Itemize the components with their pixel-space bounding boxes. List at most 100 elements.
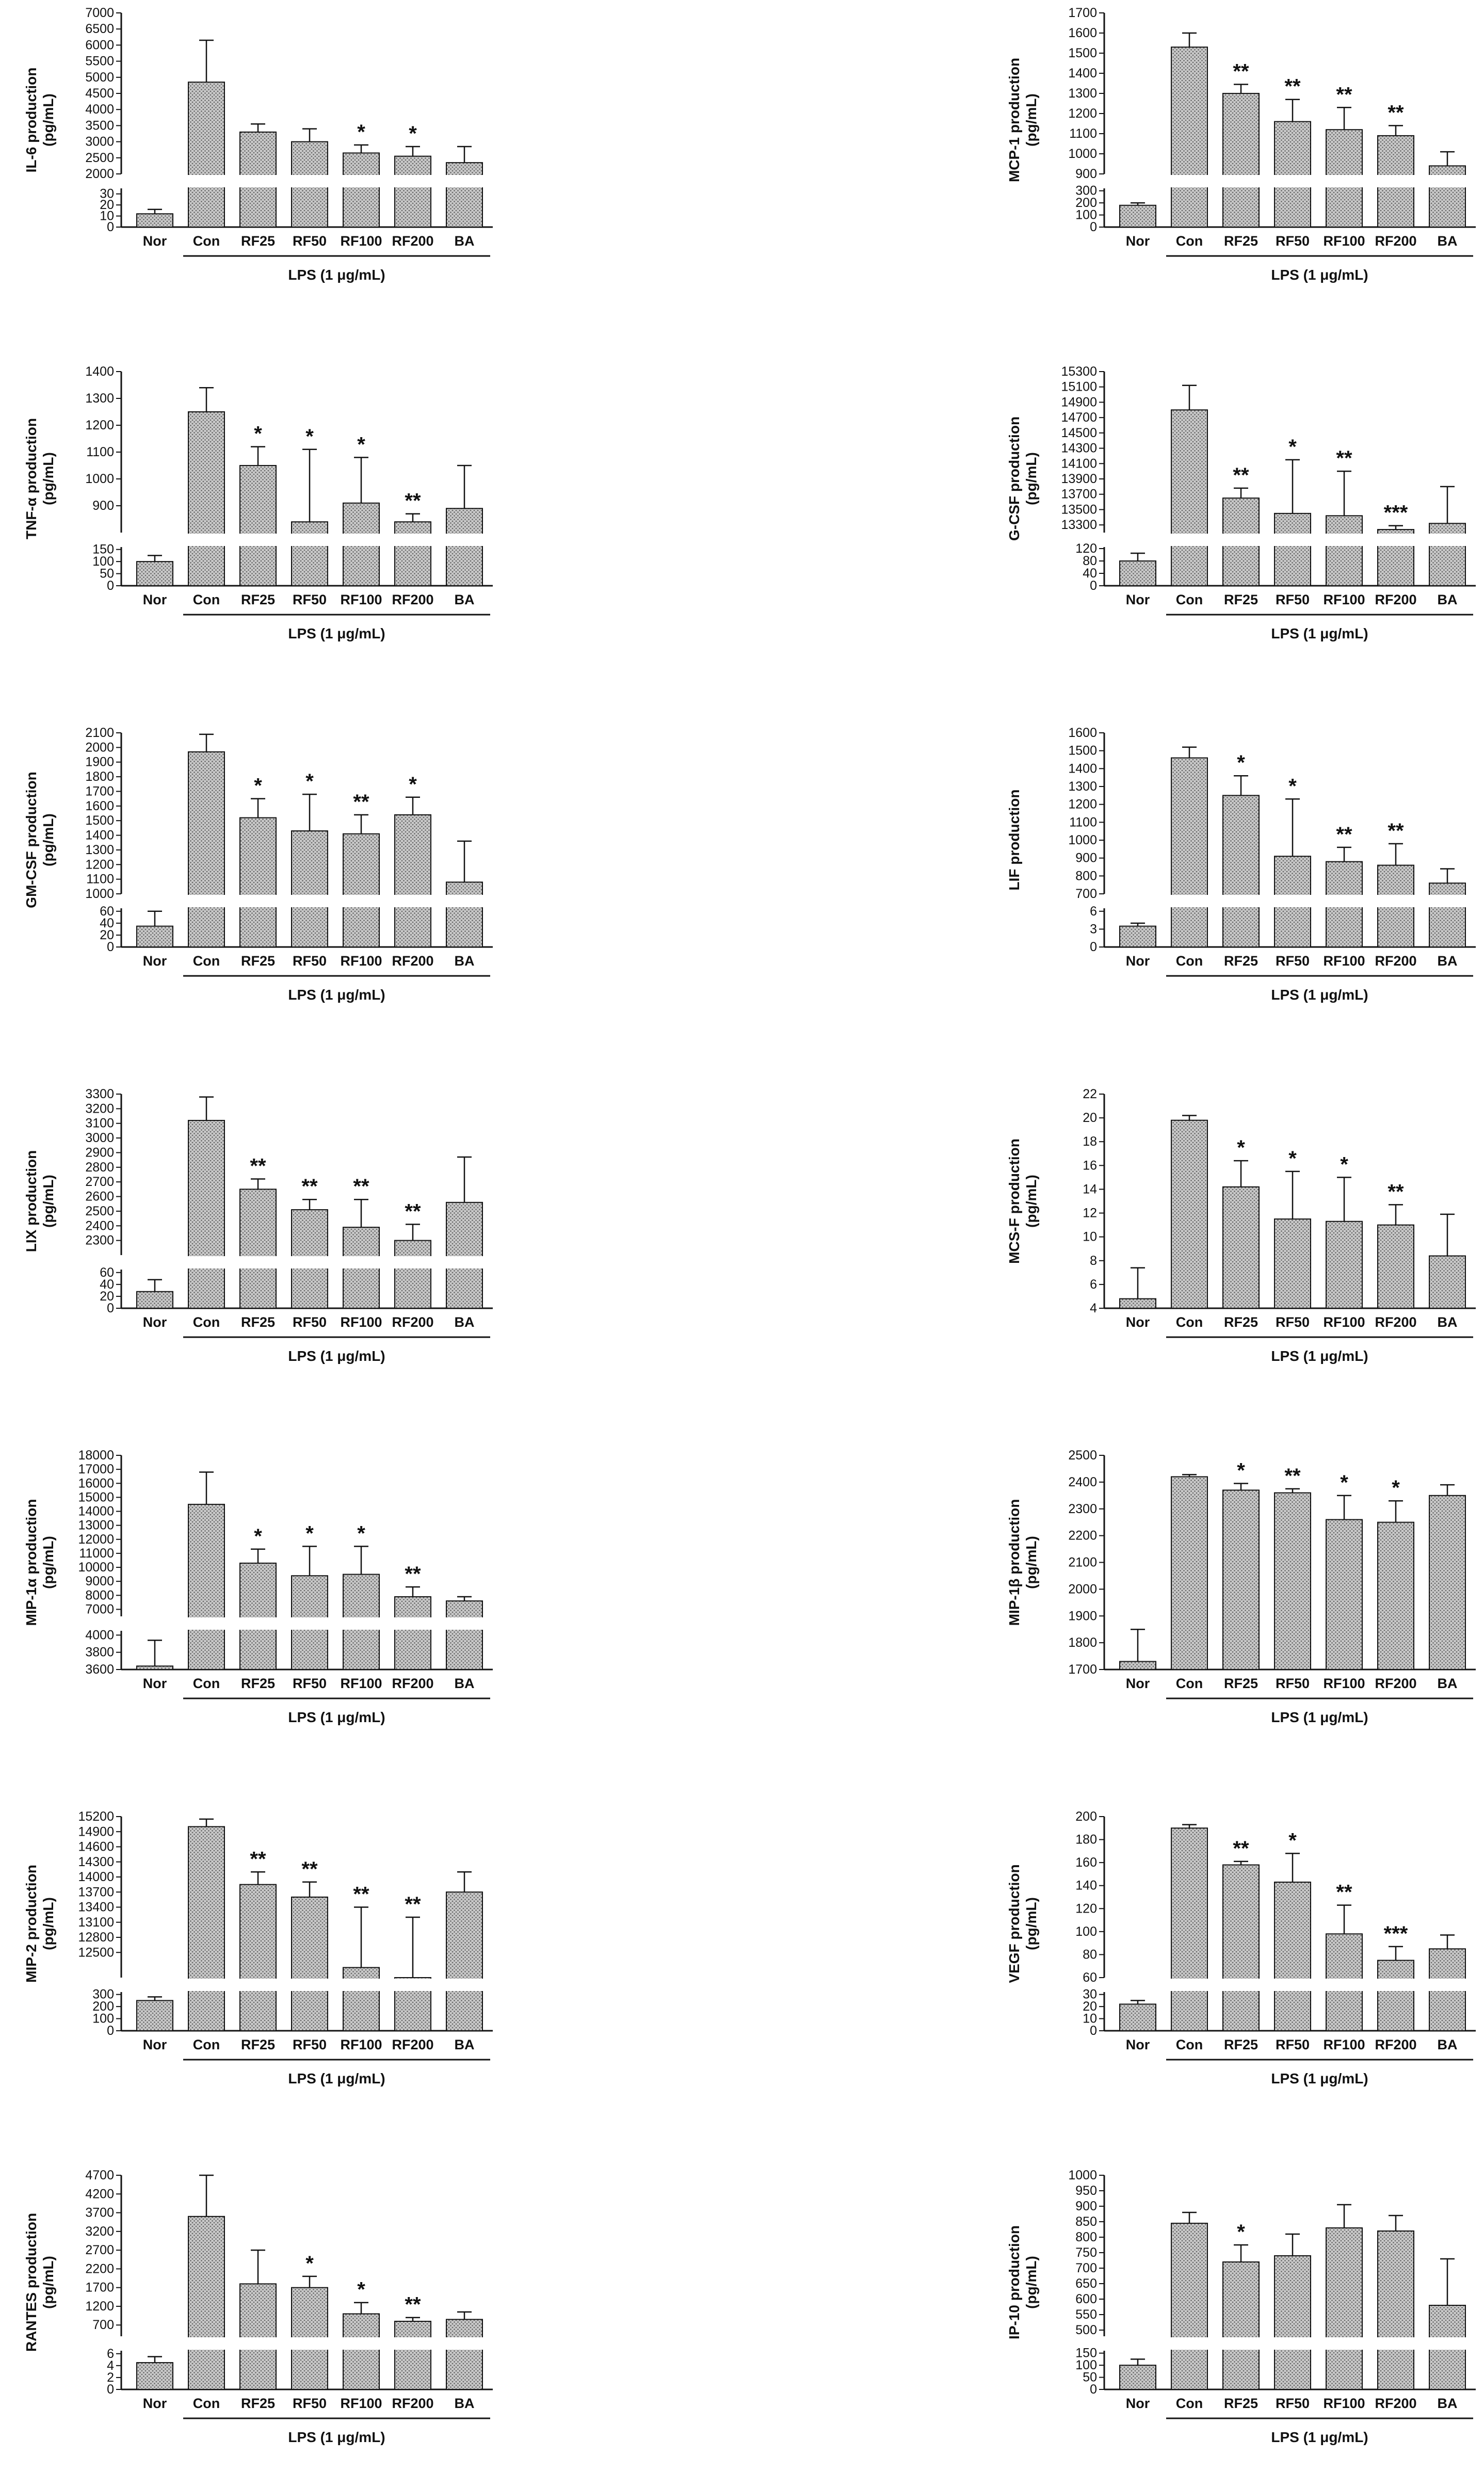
y-axis-unit: (pg/mL): [40, 2256, 56, 2309]
bar-nor: [136, 1291, 173, 1309]
bar-rf25: [239, 817, 277, 948]
y-tick-label-upper: 14300: [1061, 441, 1097, 456]
lps-label: LPS (1 μg/mL): [1271, 1348, 1368, 1364]
bar-rf100: [343, 1967, 380, 2031]
bar-rf200: [394, 814, 431, 948]
y-axis-title: IP-10 production: [1006, 2225, 1022, 2339]
y-tick-label-upper: 9000: [85, 1574, 114, 1588]
significance-mark: **: [353, 791, 369, 813]
bar-con: [1171, 1476, 1208, 1670]
y-tick-label-lower: 0: [107, 2382, 114, 2397]
y-tick-label-upper: 1200: [85, 857, 114, 872]
category-label: RF100: [340, 1676, 382, 1691]
category-label: RF50: [1276, 2037, 1310, 2052]
y-tick-label-lower: 10: [100, 209, 114, 223]
category-label: RF100: [1323, 953, 1365, 969]
bar-rf50: [1274, 512, 1311, 586]
bar-rf200: [394, 155, 431, 228]
y-tick-label-upper: 15000: [78, 1490, 114, 1504]
y-tick-label-upper: 2000: [85, 167, 114, 181]
lps-label: LPS (1 μg/mL): [1271, 267, 1368, 283]
y-tick-label-lower: 0: [1090, 2382, 1097, 2397]
category-label: RF100: [1323, 2037, 1365, 2052]
category-label: RF25: [241, 592, 275, 607]
y-tick-label: 8: [1090, 1254, 1097, 1268]
y-axis-title: MIP-2 production: [23, 1865, 39, 1983]
axis-break: [115, 1256, 494, 1269]
bar-rf25: [1222, 1489, 1260, 1670]
y-tick-label-lower: 2: [107, 2370, 114, 2385]
category-label: Con: [1176, 592, 1203, 607]
category-label: Nor: [143, 953, 167, 969]
category-label: RF200: [1375, 953, 1416, 969]
category-label: Nor: [143, 233, 167, 249]
category-label: RF100: [1323, 592, 1365, 607]
significance-mark: *: [1288, 1147, 1297, 1170]
category-label: RF100: [340, 233, 382, 249]
y-tick-label-lower: 300: [1075, 184, 1097, 198]
category-label: Nor: [143, 2396, 167, 2411]
bar-ba: [446, 1201, 483, 1309]
category-label: RF25: [1224, 2037, 1258, 2052]
y-tick-label-lower: 120: [1075, 541, 1097, 556]
y-tick-label-upper: 700: [92, 2318, 114, 2332]
y-tick-label-upper: 1400: [1068, 66, 1097, 81]
significance-mark: **: [1388, 1180, 1404, 1203]
category-label: RF100: [340, 2396, 382, 2411]
y-tick-label: 2100: [1068, 1555, 1097, 1570]
bar-rf25: [239, 1562, 277, 1670]
significance-mark: **: [250, 1848, 266, 1870]
y-tick-label-upper: 13500: [1061, 502, 1097, 517]
category-label: RF25: [1224, 953, 1258, 969]
y-tick-label-upper: 850: [1075, 2214, 1097, 2229]
significance-mark: *: [1237, 751, 1245, 774]
bar-nor: [1119, 2003, 1156, 2031]
y-tick-label: 10: [1083, 1230, 1097, 1244]
y-tick-label: 1700: [1068, 1662, 1097, 1677]
bar-nor: [1119, 560, 1156, 586]
significance-mark: *: [357, 121, 365, 143]
category-label: Con: [193, 2396, 220, 2411]
y-tick-label-upper: 15300: [1061, 364, 1097, 379]
y-tick-label-upper: 1000: [1068, 833, 1097, 847]
category-label: RF200: [1375, 233, 1416, 249]
y-axis-unit: (pg/mL): [40, 813, 56, 866]
axis-break: [115, 2337, 494, 2350]
significance-mark: *: [1288, 436, 1297, 458]
y-tick-label-upper: 13700: [78, 1885, 114, 1899]
category-label: RF25: [241, 233, 275, 249]
significance-mark: *: [305, 1522, 314, 1545]
y-tick-label-lower: 6: [107, 2347, 114, 2361]
y-tick-label-upper: 140: [1075, 1879, 1097, 1893]
category-label: RF100: [1323, 1676, 1365, 1691]
category-label: RF25: [241, 2037, 275, 2052]
bar-rf25: [1222, 1864, 1260, 2032]
significance-mark: **: [1336, 1881, 1352, 1904]
y-tick-label-upper: 14700: [1061, 410, 1097, 425]
significance-mark: *: [1237, 1136, 1245, 1159]
category-label: RF50: [1276, 1314, 1310, 1330]
y-tick-label-upper: 1700: [85, 2281, 114, 2295]
y-tick-label-upper: 2000: [85, 740, 114, 755]
significance-mark: **: [1233, 1837, 1249, 1860]
y-axis-title: MIP-1β production: [1006, 1499, 1022, 1626]
category-label: RF200: [392, 953, 433, 969]
y-tick-label-upper: 1500: [85, 813, 114, 828]
bar-nor: [1119, 1298, 1156, 1309]
y-tick-label-upper: 2900: [85, 1145, 114, 1160]
y-tick-label-lower: 200: [92, 1999, 114, 2014]
y-tick-label-upper: 11000: [79, 1546, 114, 1561]
bar-rf25: [1222, 1186, 1260, 1309]
category-label: RF25: [241, 953, 275, 969]
significance-mark: **: [301, 1858, 318, 1881]
category-label: Nor: [143, 592, 167, 607]
y-tick-label: 14: [1083, 1182, 1097, 1196]
bar-nor: [1119, 925, 1156, 948]
y-tick-label-upper: 14600: [78, 1840, 114, 1854]
bar-con: [188, 751, 225, 948]
category-label: Con: [1176, 1676, 1203, 1691]
y-tick-label-upper: 2500: [85, 151, 114, 165]
y-tick-label-lower: 100: [1075, 2358, 1097, 2372]
significance-mark: ***: [1384, 1922, 1408, 1945]
